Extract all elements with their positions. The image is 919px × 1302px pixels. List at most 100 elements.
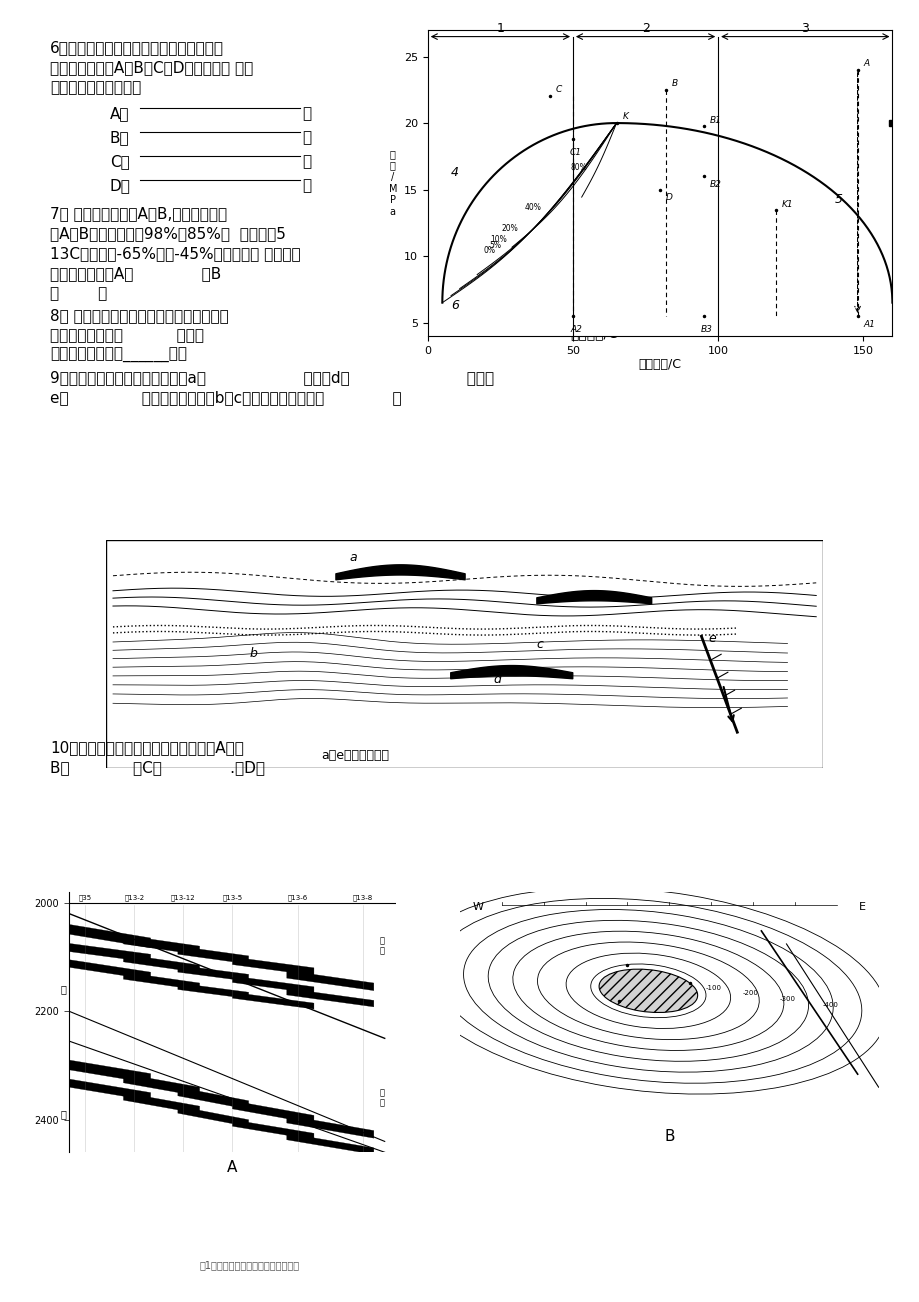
Text: 1: 1 — [496, 22, 504, 35]
Text: 油气藏的相态类型？。: 油气藏的相态类型？。 — [50, 79, 142, 95]
Text: 9、根据下图，判断油气藏类型，a为                    类型、d为                        类型、: 9、根据下图，判断油气藏类型，a为 类型、d为 类型、 — [50, 370, 494, 385]
Text: 5%: 5% — [489, 241, 501, 250]
Polygon shape — [123, 954, 199, 973]
Polygon shape — [232, 976, 313, 993]
Text: ；: ； — [301, 105, 311, 121]
Polygon shape — [69, 1079, 151, 1100]
Polygon shape — [177, 1107, 248, 1126]
Text: 10、指出下列各图所示的油气田类型。A为一: 10、指出下列各图所示的油气田类型。A为一 — [50, 740, 244, 755]
Text: b: b — [249, 647, 257, 660]
Text: B1: B1 — [709, 116, 720, 125]
Text: -300: -300 — [778, 996, 795, 1003]
Text: 断地层分别处于A、B、C、D点情况下形 成的: 断地层分别处于A、B、C、D点情况下形 成的 — [50, 60, 253, 76]
Text: 其主要产油层系是______系。: 其主要产油层系是______系。 — [50, 348, 187, 363]
Text: 6: 6 — [450, 299, 459, 312]
Text: e: e — [708, 633, 716, 646]
Text: A2: A2 — [570, 326, 582, 333]
Text: 10%: 10% — [490, 236, 506, 245]
Polygon shape — [123, 935, 199, 954]
Text: C: C — [555, 86, 562, 95]
Text: W: W — [472, 902, 483, 913]
Text: ；: ； — [301, 130, 311, 145]
Text: B2: B2 — [709, 180, 720, 189]
Text: A: A — [862, 59, 868, 68]
Polygon shape — [69, 924, 151, 948]
Text: 沙: 沙 — [61, 1109, 66, 1120]
Text: 气的成因类型：A为              ；B: 气的成因类型：A为 ；B — [50, 266, 221, 281]
Text: B3: B3 — [700, 326, 712, 333]
Polygon shape — [69, 944, 151, 962]
Text: 5: 5 — [834, 193, 842, 206]
Polygon shape — [123, 1074, 199, 1096]
Text: ；: ； — [301, 154, 311, 169]
Y-axis label: 压
力
/
M
P
a: 压 力 / M P a — [388, 148, 397, 217]
Text: 为        。: 为 。 — [50, 286, 108, 301]
Text: 系。大庆油田位于           盆地；: 系。大庆油田位于 盆地； — [50, 328, 204, 342]
Polygon shape — [232, 992, 313, 1009]
Polygon shape — [287, 988, 373, 1006]
Text: 得A和B的含量分别为98%和85%；  两者的（5: 得A和B的含量分别为98%和85%； 两者的（5 — [50, 227, 286, 241]
Ellipse shape — [598, 969, 697, 1013]
Polygon shape — [123, 973, 199, 990]
Polygon shape — [232, 1100, 313, 1124]
Polygon shape — [287, 1116, 373, 1138]
Text: B: B — [664, 1129, 674, 1144]
Text: K: K — [621, 112, 628, 121]
Polygon shape — [177, 965, 248, 982]
Text: 井35: 井35 — [79, 894, 92, 901]
Text: K1: K1 — [781, 201, 793, 208]
Text: D：: D： — [110, 178, 130, 193]
Polygon shape — [177, 1087, 248, 1109]
Text: 井13-12: 井13-12 — [171, 894, 196, 901]
Polygon shape — [69, 1060, 151, 1083]
Text: 井13-2: 井13-2 — [124, 894, 144, 901]
Text: 井13-6: 井13-6 — [287, 894, 308, 901]
Text: 三
段: 三 段 — [379, 1088, 384, 1108]
Text: -200: -200 — [742, 991, 757, 996]
Text: 2: 2 — [641, 22, 649, 35]
Text: a: a — [349, 551, 357, 564]
Text: A：: A： — [110, 105, 130, 121]
Text: 0%: 0% — [483, 246, 495, 255]
Text: A1: A1 — [862, 319, 874, 328]
Text: 3: 3 — [800, 22, 809, 35]
Text: 80%: 80% — [571, 163, 587, 172]
Text: -400: -400 — [822, 1001, 837, 1008]
Text: 8、 鄂尔多斯盆地中部大气田的主要产层是: 8、 鄂尔多斯盆地中部大气田的主要产层是 — [50, 309, 229, 323]
X-axis label: 地层温度/C: 地层温度/C — [638, 358, 681, 371]
Text: B为             ；C为              .；D为: B为 ；C为 .；D为 — [50, 760, 265, 775]
Text: B：: B： — [110, 130, 130, 145]
Polygon shape — [69, 960, 151, 979]
Text: e为               类型；试判断圈闭b和c形成时间的相对早晚              。: e为 类型；试判断圈闭b和c形成时间的相对早晚 。 — [50, 391, 402, 405]
Text: 。: 。 — [301, 178, 311, 193]
Polygon shape — [232, 1120, 313, 1139]
Polygon shape — [287, 1133, 373, 1155]
Text: E: E — [858, 902, 865, 913]
Text: 井13-5: 井13-5 — [222, 894, 242, 901]
Text: 地层温度/C: 地层温度/C — [570, 326, 618, 340]
Text: D: D — [665, 193, 672, 202]
Polygon shape — [177, 947, 248, 963]
Text: a－e一圈闭的编号: a－e一圈闭的编号 — [321, 749, 389, 762]
Text: 20%: 20% — [501, 224, 518, 233]
Text: -100: -100 — [705, 984, 721, 991]
Text: 6、根据右图给定的烃类混合物的相图，判: 6、根据右图给定的烃类混合物的相图，判 — [50, 40, 223, 55]
Text: B: B — [671, 79, 677, 87]
Text: 井13-8: 井13-8 — [352, 894, 373, 901]
Text: 7、 现有两种天然气A和B,经组分分析测: 7、 现有两种天然气A和B,经组分分析测 — [50, 206, 227, 221]
Text: 4: 4 — [450, 167, 459, 180]
Text: c: c — [536, 638, 542, 651]
Text: C：: C： — [110, 154, 130, 169]
Text: 40%: 40% — [524, 203, 541, 212]
Polygon shape — [287, 970, 373, 991]
Polygon shape — [232, 957, 313, 975]
Polygon shape — [123, 1092, 199, 1113]
Polygon shape — [177, 983, 248, 999]
Text: 一
段: 一 段 — [379, 936, 384, 956]
Text: A: A — [227, 1160, 237, 1176]
Text: 13C）分别为-65%。和-45%。，试判断 两者天然: 13C）分别为-65%。和-45%。，试判断 两者天然 — [50, 246, 301, 260]
Text: 沙: 沙 — [61, 984, 66, 995]
Text: C1: C1 — [570, 148, 582, 158]
Text: d: d — [493, 673, 501, 686]
Text: 第1圈闭是第几分圈闭数（圈闭编排）: 第1圈闭是第几分圈闭数（圈闭编排） — [199, 1260, 300, 1269]
